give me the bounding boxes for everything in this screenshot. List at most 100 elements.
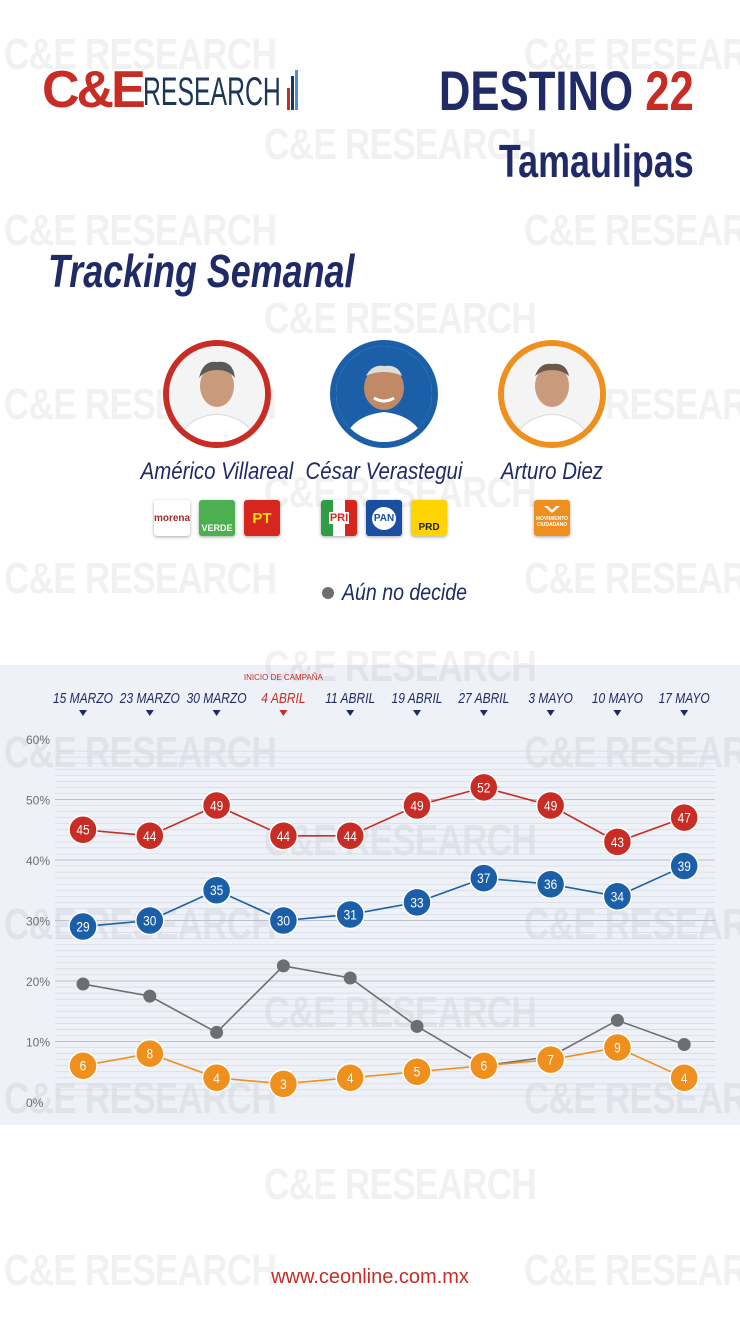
data-point	[677, 1038, 691, 1052]
x-tick-label: 4 ABRIL	[261, 690, 305, 707]
data-label: 33	[410, 894, 423, 910]
prd-logo-icon: PRD	[411, 500, 447, 536]
data-point	[68, 1050, 98, 1081]
chart-legend: Aún no decide	[322, 579, 489, 606]
x-marker-icon	[79, 710, 87, 716]
data-label: 30	[143, 913, 156, 929]
x-marker-icon	[346, 710, 355, 716]
data-label: 4	[681, 1070, 688, 1086]
data-label: 39	[678, 858, 691, 874]
page-title: DESTINO 22	[439, 58, 694, 123]
x-marker-icon	[279, 710, 288, 716]
x-marker-icon	[413, 710, 421, 716]
series-line	[82, 786, 685, 843]
data-point	[201, 790, 232, 821]
data-point	[68, 911, 98, 942]
legend-undecided-label: Aún no decide	[342, 579, 468, 605]
x-tick-label: 15 MARZO	[53, 690, 113, 707]
title-word: DESTINO	[439, 59, 634, 122]
candidate-card: César Verastegui PRI PAN PRD	[284, 340, 484, 536]
data-point	[469, 772, 499, 803]
party-logos: PRI PAN PRD	[284, 500, 484, 536]
data-point	[602, 881, 633, 912]
data-label: 37	[477, 870, 490, 886]
data-point	[210, 1025, 224, 1039]
watermark: C&E RESEARCH	[264, 120, 537, 169]
data-label: 45	[76, 822, 89, 838]
data-point	[135, 905, 165, 936]
data-point	[469, 863, 499, 893]
x-tick-label: 27 ABRIL	[457, 690, 509, 707]
data-point	[410, 1019, 424, 1033]
x-tick-label: 10 MAYO	[592, 690, 643, 707]
candidate-name: César Verastegui	[305, 458, 463, 485]
candidate-photo	[498, 340, 606, 448]
data-label: 52	[477, 779, 490, 795]
data-point	[469, 1050, 499, 1081]
data-point	[335, 821, 365, 851]
data-point	[669, 851, 699, 881]
pt-logo-icon: PT	[244, 500, 280, 536]
x-tick-label: 19 ABRIL	[392, 690, 443, 707]
data-point	[669, 802, 699, 833]
data-label: 49	[544, 798, 557, 814]
brand-logo: C&E RESEARCH	[42, 58, 301, 118]
x-tick-label: 30 MARZO	[187, 690, 247, 707]
x-marker-icon	[145, 710, 154, 716]
series-line	[82, 1046, 685, 1085]
watermark: C&E RESEARCH	[524, 554, 740, 603]
movimiento-ciudadano-logo-icon: MOVIMIENTO CIUDADANO	[534, 500, 570, 536]
x-marker-icon	[212, 710, 221, 716]
data-label: 34	[611, 888, 624, 904]
data-label: 5	[414, 1064, 421, 1080]
data-point	[335, 1063, 365, 1093]
candidate-card: Arturo Diez MOVIMIENTO CIUDADANO	[452, 340, 652, 536]
data-label: 6	[80, 1058, 87, 1074]
data-label: 49	[210, 798, 223, 814]
y-tick-label: 30%	[26, 915, 50, 929]
data-point	[610, 1013, 624, 1027]
data-point	[135, 821, 165, 851]
series-line	[82, 965, 685, 1067]
data-point	[402, 790, 432, 821]
legend-undecided-dot	[322, 586, 334, 599]
data-point	[76, 977, 90, 991]
candidate-name: Américo Villareal	[140, 458, 294, 485]
data-label: 35	[210, 882, 223, 898]
tracking-line-chart: 0% 10% 20% 30% 40% 50% 60% 15 MARZO 23 MARZO 30 M…	[26, 673, 715, 1110]
logo-ce: C&E	[42, 61, 146, 119]
data-label: 31	[344, 907, 357, 923]
series-line	[82, 865, 685, 928]
data-point	[535, 790, 566, 821]
data-label: 6	[480, 1058, 487, 1074]
title-number: 22	[645, 59, 694, 122]
data-point	[201, 1063, 232, 1093]
data-point	[268, 905, 299, 936]
x-tick-label: 3 MAYO	[528, 690, 573, 707]
data-label: 7	[547, 1052, 554, 1068]
morena-logo-icon: morena	[154, 500, 190, 536]
watermark: C&E RESEARCH	[264, 1160, 537, 1209]
data-point	[268, 821, 299, 851]
x-tick-label: 17 MAYO	[659, 690, 710, 707]
data-point	[669, 1063, 699, 1093]
data-label: 36	[544, 876, 557, 892]
data-point	[268, 1069, 299, 1099]
data-point	[335, 899, 365, 930]
data-point	[402, 887, 432, 918]
x-tick-label: 11 ABRIL	[325, 690, 375, 707]
data-point	[402, 1057, 432, 1087]
data-point	[276, 959, 290, 973]
data-label: 8	[146, 1046, 153, 1062]
data-point	[201, 875, 232, 905]
y-tick-label: 20%	[26, 975, 50, 989]
data-label: 4	[213, 1070, 220, 1086]
footer-url[interactable]: www.ceonline.com.mx	[271, 1266, 469, 1288]
data-point	[143, 989, 157, 1003]
x-marker-icon	[546, 710, 555, 716]
section-subtitle: Tracking Semanal	[48, 245, 355, 297]
watermark: C&E RESEARCH	[264, 294, 537, 343]
data-label: 30	[277, 913, 290, 929]
state-name: Tamaulipas	[499, 135, 694, 187]
y-tick-label: 50%	[26, 794, 50, 808]
